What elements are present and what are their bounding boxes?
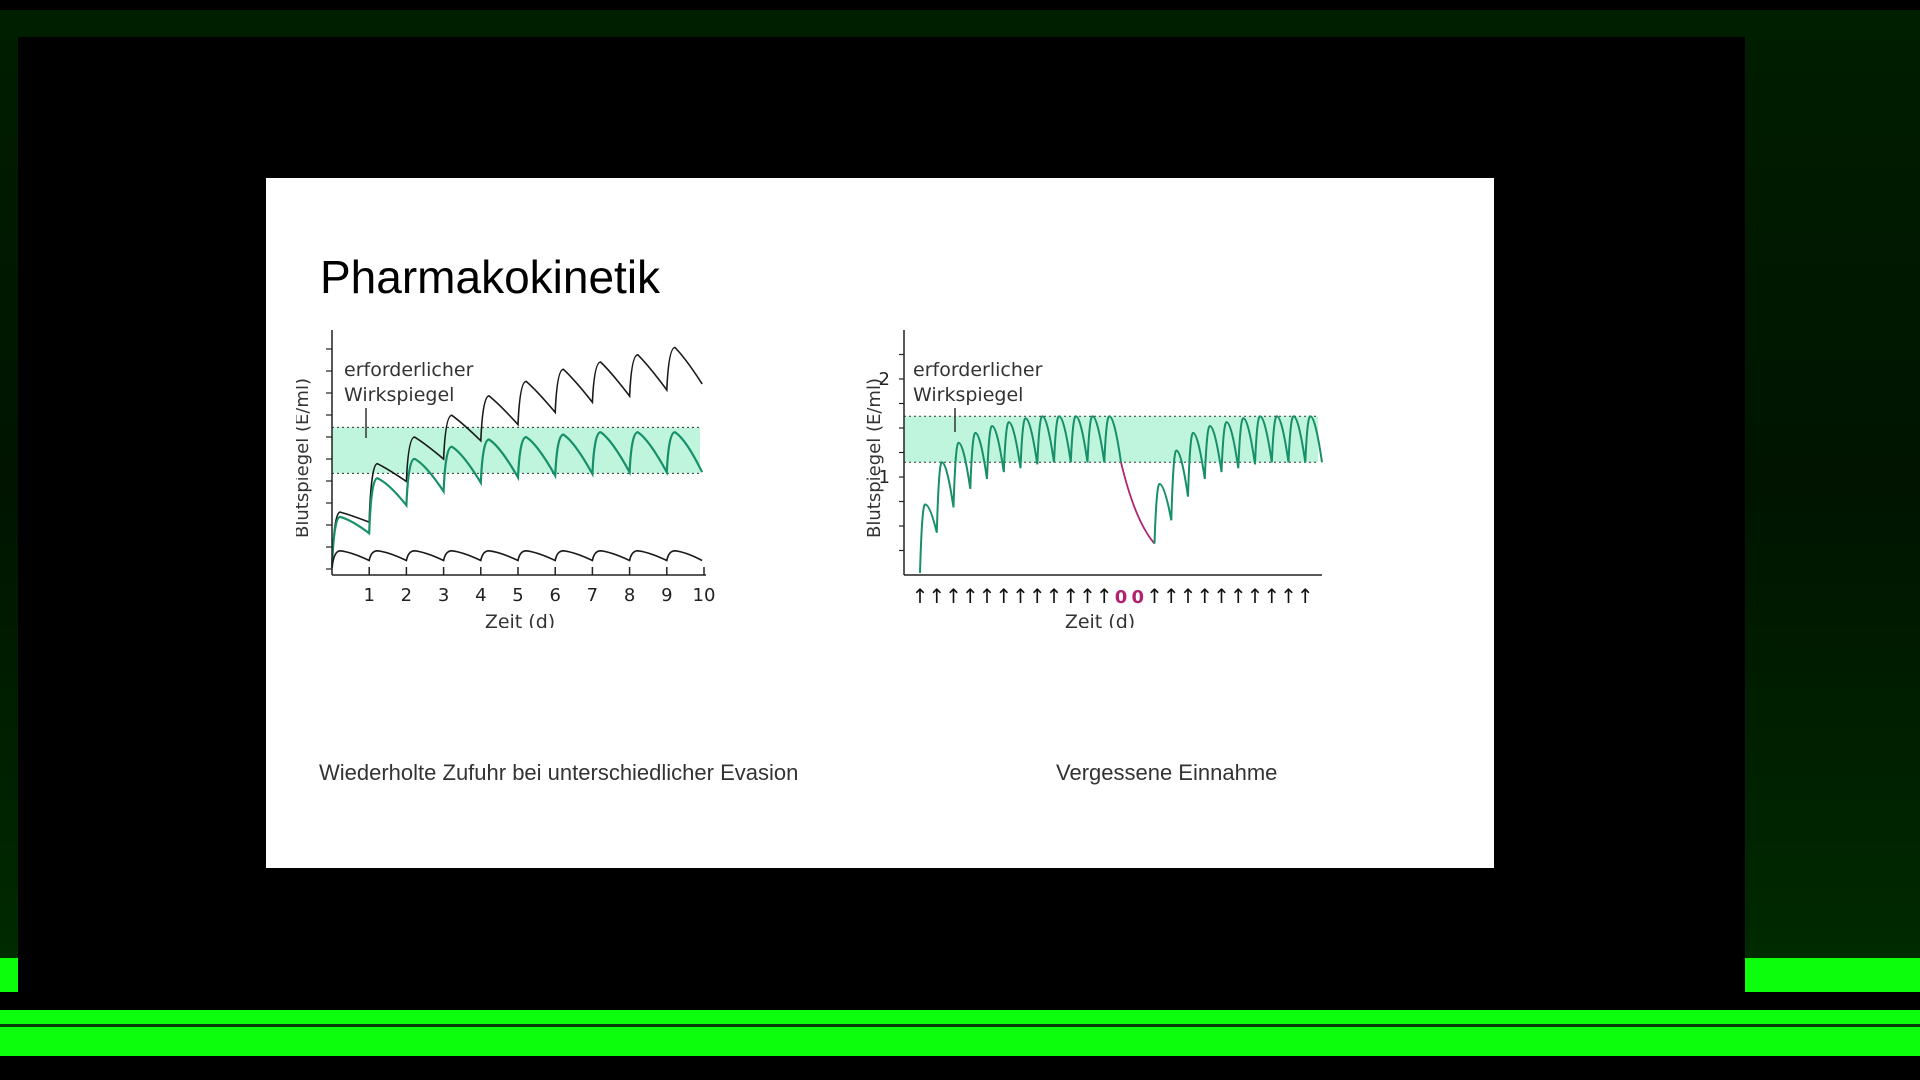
dose-arrow-marker: ↑ [1029,584,1046,608]
x-axis-label: Zeit (d) [1065,611,1135,628]
x-tick-label: 9 [661,585,672,606]
therapeutic-band [332,426,700,474]
dose-arrow-marker: ↑ [928,584,945,608]
chart-missed-dose: 12 ↑ ↑ ↑ ↑ ↑ ↑ ↑ ↑ ↑ ↑ ↑ ↑ 0 0 ↑ ↑ ↑ ↑ ↑ ↑ ↑ ↑ ↑ ↑ erforderlich… [864,330,1323,628]
chart-series-group [330,346,704,568]
slide-title: Pharmakokinetik [320,251,661,303]
dose-arrow-marker: ↑ [962,584,979,608]
dose-arrow-marker: ↑ [1297,584,1314,608]
dose-arrow-marker: ↑ [1046,584,1063,608]
dose-arrow-marker: ↑ [1280,584,1297,608]
series-line-1 [919,415,1122,574]
y-axis-label: Blutspiegel (E/ml) [296,378,313,538]
y-ticks [326,348,332,570]
chart-repeated-dosing: 1 2 3 4 5 6 7 8 9 10 erforderlicher Wirkspiegel Z… [296,330,715,628]
x-tick-label: 1 [363,585,374,606]
x-tick-label: 5 [512,585,523,606]
x-tick-label: 2 [401,585,412,606]
x-tick-label: 7 [587,585,598,606]
dose-arrow-marker: ↑ [1146,584,1163,608]
series-line-1-continued [1153,415,1323,544]
chart-series-group [919,415,1323,574]
series-line-2 [330,431,704,568]
annotation-line-1: erforderlicher [344,359,474,381]
dose-arrow-marker: ↑ [1180,584,1197,608]
y-ticks: 12 [879,353,904,552]
annotation-line-2: Wirkspiegel [913,384,1023,406]
annotation-line-2: Wirkspiegel [344,384,454,406]
x-ticks: 1 2 3 4 5 6 7 8 9 10 [363,567,715,606]
dose-arrow-marker: ↑ [1079,584,1096,608]
series-line-2 [1120,462,1156,545]
background-green-bar [0,1010,1920,1056]
dose-arrow-marker: ↑ [979,584,996,608]
x-tick-label: 6 [549,585,560,606]
dose-arrow-marker: ↑ [1230,584,1247,608]
background-line [0,1024,1920,1027]
annotation-line-1: erforderlicher [913,359,1043,381]
presentation-slide: Pharmakokinetik 1 2 3 4 5 6 7 8 9 10 erforderlich… [266,178,1494,868]
x-axis-label: Zeit (d) [485,611,555,628]
dose-arrow-marker: ↑ [1213,584,1230,608]
x-tick-label: 10 [693,585,716,606]
dose-arrow-marker: ↑ [1012,584,1029,608]
x-tick-label: 3 [438,585,449,606]
dose-arrow-marker: ↑ [1196,584,1213,608]
dose-arrow-marker: ↑ [1247,584,1264,608]
dose-arrow-marker: ↑ [912,584,929,608]
y-axis-label: Blutspiegel (E/ml) [864,378,885,538]
missed-dose-marker: 0 [1115,587,1128,608]
band-fill [332,427,700,474]
series-line-3 [331,549,703,568]
caption-left: Wiederholte Zufuhr bei unterschiedlicher… [319,760,799,785]
y-tick-label: 1 [879,467,890,488]
dose-arrow-marker: ↑ [1062,584,1079,608]
dose-arrow-marker: ↑ [1263,584,1280,608]
series-line-1 [331,346,703,568]
dose-arrow-marker: ↑ [945,584,962,608]
x-tick-label: 8 [624,585,635,606]
dose-arrow-marker: ↑ [1096,584,1113,608]
dose-markers: ↑ ↑ ↑ ↑ ↑ ↑ ↑ ↑ ↑ ↑ ↑ ↑ 0 0 ↑ ↑ ↑ ↑ ↑ ↑ ↑ ↑ ↑ ↑ [912,584,1314,608]
caption-right: Vergessene Einnahme [1056,760,1278,785]
y-tick-label: 2 [879,369,890,390]
missed-dose-marker: 0 [1131,587,1144,608]
dose-arrow-marker: ↑ [995,584,1012,608]
x-tick-label: 4 [475,585,486,606]
dose-arrow-marker: ↑ [1163,584,1180,608]
